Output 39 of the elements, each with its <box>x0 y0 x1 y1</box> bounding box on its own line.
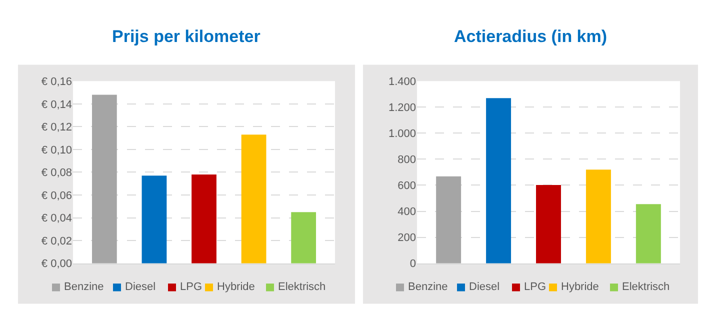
bar <box>536 184 561 264</box>
bar <box>241 134 266 264</box>
y-tick-label: 1.000 <box>388 128 416 140</box>
y-tick-label: € 0,00 <box>41 258 72 270</box>
legend-label: Diesel <box>469 281 500 293</box>
legend-label: LPG <box>180 281 202 293</box>
y-tick-label: € 0,04 <box>41 212 72 225</box>
legend-label: Hybride <box>561 281 599 293</box>
bar <box>142 176 167 264</box>
chart-title: Prijs per kilometer <box>112 27 261 46</box>
bar <box>636 204 661 264</box>
chart-title: Actieradius (in km) <box>454 27 608 46</box>
legend-label: Elektrisch <box>622 281 670 293</box>
legend-label: LPG <box>524 281 546 293</box>
y-tick-label: € 0,12 <box>41 122 72 134</box>
legend-label: Diesel <box>125 281 156 293</box>
legend-label: Elektrisch <box>278 281 326 293</box>
y-tick-label: 400 <box>398 206 416 218</box>
y-tick-label: 1.400 <box>388 76 416 88</box>
bar <box>586 170 611 264</box>
legend-label: Benzine <box>64 281 104 293</box>
y-tick-label: € 0,06 <box>41 190 72 202</box>
legend-label: Benzine <box>408 281 448 293</box>
y-tick-label: € 0,02 <box>41 235 72 248</box>
y-tick-label: € 0,10 <box>41 144 72 156</box>
bar <box>436 176 462 264</box>
y-tick-label: 0 <box>410 258 416 270</box>
y-tick-label: € 0,14 <box>41 98 72 111</box>
bar <box>486 98 512 264</box>
bar <box>192 174 216 264</box>
y-tick-label: 800 <box>398 154 416 166</box>
legend-label: Hybride <box>217 281 255 293</box>
bar <box>92 94 117 264</box>
y-tick-label: 200 <box>398 232 416 244</box>
y-tick-label: € 0,08 <box>41 167 72 180</box>
bar <box>291 212 316 264</box>
y-tick-label: € 0,16 <box>41 76 72 88</box>
y-tick-label: 1.200 <box>388 102 416 114</box>
y-tick-label: 600 <box>398 180 416 192</box>
